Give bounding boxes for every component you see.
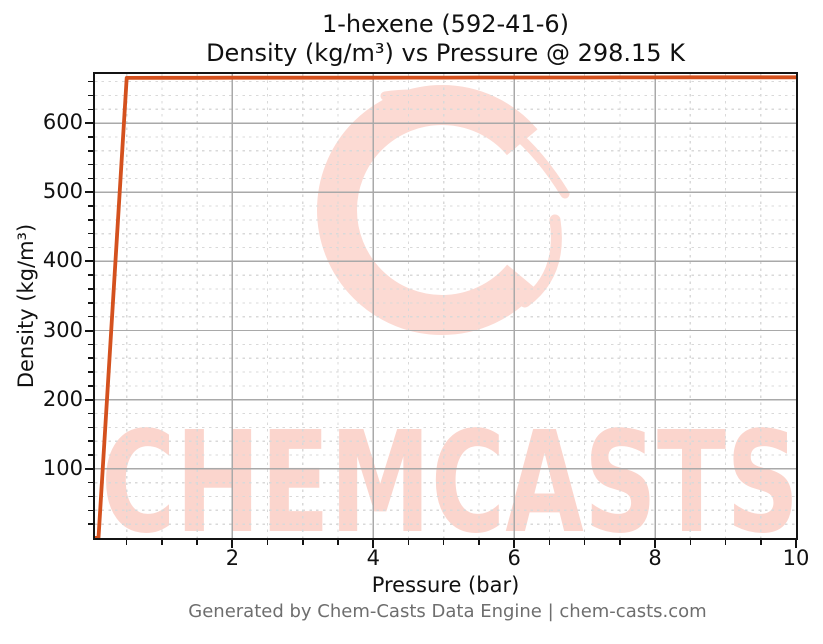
y-major-tick <box>85 398 93 401</box>
x-minor-tick <box>161 540 163 545</box>
x-minor-tick <box>337 540 339 545</box>
chemcasts-c-logo-icon <box>317 85 570 335</box>
x-tick-label: 6 <box>507 546 521 570</box>
y-minor-tick <box>88 108 93 111</box>
x-major-tick <box>654 540 657 548</box>
y-minor-tick <box>88 177 93 180</box>
chart-subtitle: Density (kg/m³) vs Pressure @ 298.15 K <box>206 39 685 67</box>
plot-area: CHEMCASTS <box>95 74 796 538</box>
x-tick-label: 4 <box>366 546 380 570</box>
y-minor-tick <box>88 94 93 97</box>
x-tick-label: 10 <box>782 546 810 570</box>
y-tick-label: 300 <box>42 317 83 342</box>
chemcasts-watermark-text: CHEMCASTS <box>101 402 796 539</box>
y-major-tick <box>85 122 93 125</box>
y-major-tick <box>85 260 93 263</box>
y-minor-tick <box>88 481 93 484</box>
y-major-tick <box>85 467 93 470</box>
y-minor-tick <box>88 523 93 525</box>
y-tick-label: 400 <box>42 248 83 273</box>
y-minor-tick <box>88 495 93 498</box>
x-major-tick <box>231 540 234 548</box>
x-major-tick <box>372 540 375 548</box>
x-minor-tick <box>478 540 480 545</box>
y-minor-tick <box>88 150 93 152</box>
y-minor-tick <box>88 454 93 456</box>
y-minor-tick <box>88 509 93 512</box>
x-minor-tick <box>266 540 269 545</box>
y-minor-tick <box>88 302 93 304</box>
y-tick-label: 500 <box>42 179 83 204</box>
y-minor-tick <box>88 385 93 387</box>
y-major-tick <box>85 329 93 332</box>
x-minor-tick <box>619 540 621 545</box>
y-tick-label: 200 <box>42 386 83 411</box>
x-minor-tick <box>583 540 586 545</box>
chart-canvas <box>95 74 796 538</box>
density-line <box>95 75 796 538</box>
chart-title: 1-hexene (592-41-6) <box>322 10 569 38</box>
y-minor-tick <box>88 288 93 290</box>
y-minor-tick <box>88 426 93 429</box>
y-minor-tick <box>88 246 93 249</box>
x-minor-tick <box>196 540 198 545</box>
x-minor-tick <box>548 540 551 545</box>
y-minor-tick <box>88 205 93 207</box>
x-minor-tick <box>302 540 304 545</box>
x-minor-tick <box>689 540 692 545</box>
x-tick-label: 8 <box>648 546 662 570</box>
y-minor-tick <box>88 343 93 346</box>
x-major-tick <box>795 540 797 548</box>
x-minor-tick <box>442 540 445 545</box>
y-major-tick <box>85 191 93 194</box>
y-tick-label: 100 <box>42 455 83 480</box>
x-minor-tick <box>125 540 128 545</box>
y-minor-tick <box>88 80 93 83</box>
x-minor-tick <box>760 540 762 545</box>
x-minor-tick <box>407 540 410 545</box>
y-tick-label: 600 <box>42 110 83 135</box>
footer-credit: Generated by Chem-Casts Data Engine | ch… <box>188 601 707 622</box>
x-minor-tick <box>724 540 727 545</box>
y-minor-tick <box>88 371 93 373</box>
y-minor-tick <box>88 136 93 138</box>
x-major-tick <box>513 540 516 548</box>
y-minor-tick <box>88 163 93 166</box>
x-axis-label: Pressure (bar) <box>371 573 520 597</box>
y-minor-tick <box>88 357 93 359</box>
y-minor-tick <box>88 274 93 276</box>
x-tick-label: 2 <box>225 546 240 570</box>
y-minor-tick <box>88 315 93 318</box>
y-axis-label: Density (kg/m³) <box>14 223 38 389</box>
y-minor-tick <box>88 412 93 415</box>
y-minor-tick <box>88 232 93 235</box>
y-minor-tick <box>88 440 93 442</box>
y-minor-tick <box>88 219 93 221</box>
